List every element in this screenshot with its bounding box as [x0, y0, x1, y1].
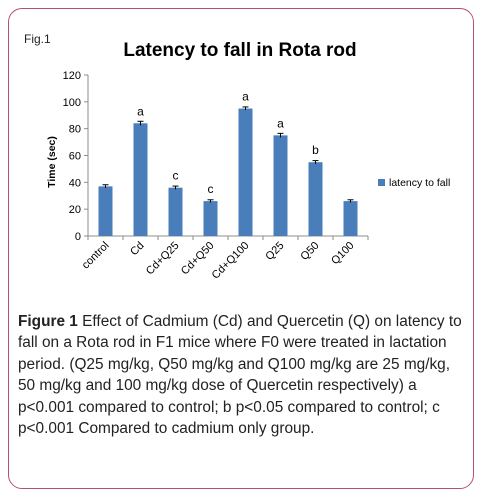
caption-text: Effect of Cadmium (Cd) and Quercetin (Q)… — [18, 313, 462, 438]
x-tick-label: control — [80, 240, 112, 272]
significance-label: a — [242, 90, 249, 104]
bar — [133, 123, 148, 236]
y-tick-label: 100 — [63, 97, 81, 109]
plot-area: 020406080100120controlaCdcCd+Q25cCd+Q50a… — [63, 70, 369, 282]
x-tick-label: Q100 — [329, 240, 357, 268]
y-tick-label: 80 — [69, 124, 81, 136]
significance-label: a — [277, 116, 284, 130]
legend-label: latency to fall — [389, 177, 450, 189]
bar-chart: Latency to fall in Rota rod Time (sec) 0… — [46, 40, 450, 282]
figure-frame — [8, 8, 474, 489]
x-tick-label: Cd+Q25 — [144, 240, 182, 278]
y-axis-label: Time (sec) — [46, 136, 58, 188]
bar — [343, 201, 358, 236]
bar — [203, 201, 218, 236]
y-tick-label: 0 — [75, 231, 81, 243]
caption-label: Figure 1 — [18, 313, 78, 330]
legend: latency to fall — [378, 177, 450, 189]
significance-label: a — [137, 104, 144, 118]
significance-label: b — [312, 143, 319, 157]
bar — [273, 135, 288, 236]
x-tick-label: Q50 — [298, 240, 321, 263]
x-tick-label: Cd — [128, 240, 146, 258]
y-tick-label: 40 — [69, 177, 81, 189]
figure-caption: Figure 1 Effect of Cadmium (Cd) and Quer… — [18, 311, 468, 439]
y-tick-label: 120 — [63, 70, 81, 82]
x-tick-label: Cd+Q100 — [210, 240, 252, 282]
figure-label: Fig.1 — [24, 32, 51, 46]
bar — [98, 186, 113, 236]
significance-label: c — [173, 169, 179, 183]
bar — [308, 162, 323, 236]
y-tick-label: 20 — [69, 204, 81, 216]
x-tick-label: Q25 — [263, 240, 286, 263]
chart-title: Latency to fall in Rota rod — [123, 40, 356, 61]
significance-label: c — [208, 182, 214, 196]
bar — [238, 108, 253, 236]
y-tick-label: 60 — [69, 151, 81, 163]
legend-swatch — [378, 179, 385, 186]
bar — [168, 187, 183, 236]
